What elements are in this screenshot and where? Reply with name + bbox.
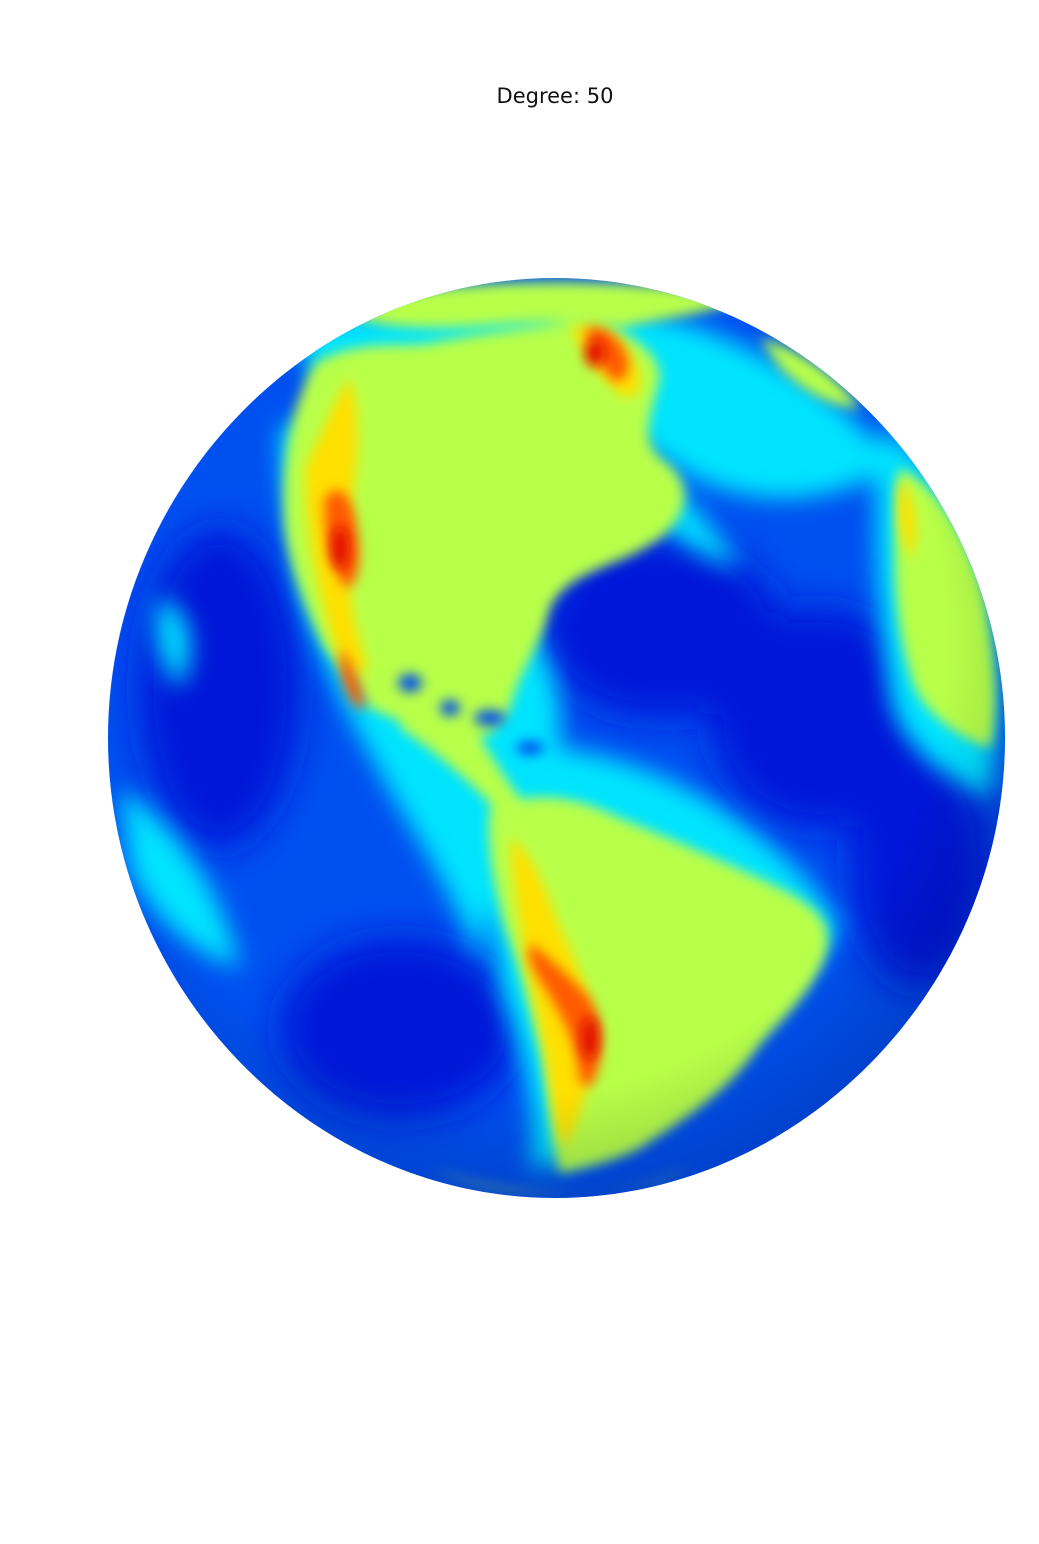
figure-title: Degree: 50 — [496, 84, 614, 108]
earth-globe-icon — [108, 278, 1005, 1198]
globe-plot — [100, 268, 1010, 1208]
